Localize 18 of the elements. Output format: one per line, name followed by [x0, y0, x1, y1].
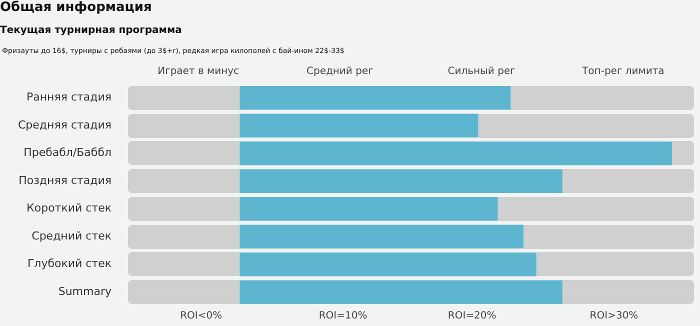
- text: Средний рег: [306, 66, 374, 77]
- text: Играет в минус: [156, 66, 240, 77]
- y-tick-label: Поздняя стадия: [18, 174, 112, 187]
- y-tick-label: Средний стек: [32, 229, 112, 242]
- y-tick-label: Средняя стадия: [18, 118, 112, 132]
- text: Сильный рег: [446, 66, 516, 77]
- x-tick-label: ROI=10%: [318, 310, 368, 322]
- y-tick-label: Короткий стек: [26, 202, 112, 215]
- y-tick-label: Summary: [58, 284, 112, 298]
- y-tick-label: Пребабл/Баббл: [24, 146, 112, 160]
- y-tick-label: Ранняя стадия: [26, 90, 112, 104]
- text: Топ-рег лимита: [581, 66, 666, 77]
- y-tick-label: Глубокий стек: [27, 257, 112, 270]
- x-tick-label: ROI=20%: [448, 310, 496, 322]
- chart-subtitle: Текущая турнирная программа: [0, 25, 182, 36]
- x-tick-label: ROI>30%: [590, 310, 638, 322]
- x-tick-label: ROI<0%: [180, 310, 222, 322]
- chart-title: Общая информация: [0, 0, 152, 15]
